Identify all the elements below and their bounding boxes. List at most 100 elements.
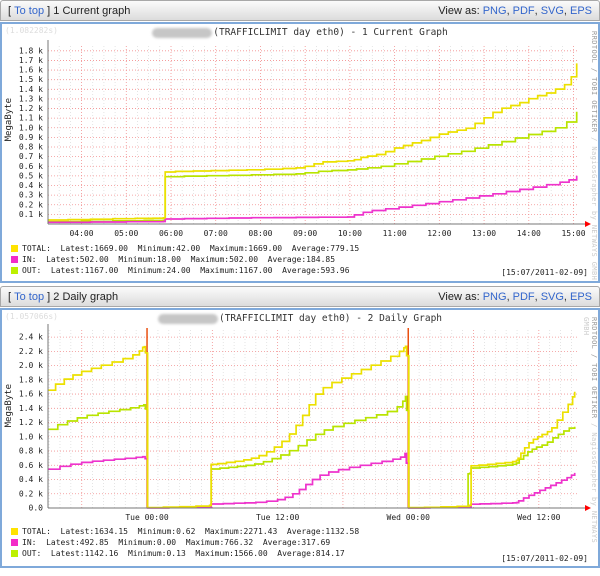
view-as-eps-link[interactable]: EPS	[569, 4, 592, 17]
svg-text:1.7 k: 1.7 k	[19, 56, 43, 65]
watermark: RRDTOOL / TOBI OETIKER / NagiosGrapher b…	[582, 317, 598, 566]
chart-svg: Tue 00:00 Tue 12:00 Wed 00:00 Wed 12:00 0.0 0…	[19, 324, 591, 522]
bracket-open: [	[8, 4, 15, 17]
section-title: 1 Current graph	[53, 4, 131, 17]
separator: ,	[534, 4, 538, 17]
svg-text:1.1 k: 1.1 k	[19, 114, 43, 123]
view-as-label: View as:	[438, 290, 483, 303]
svg-text:06:00: 06:00	[159, 229, 183, 238]
legend-swatch-out	[11, 267, 18, 274]
svg-text:1.4 k: 1.4 k	[19, 404, 43, 413]
view-as-label: View as:	[438, 4, 483, 17]
svg-text:0.0: 0.0	[29, 504, 44, 513]
svg-text:0.8 k: 0.8 k	[19, 143, 43, 152]
svg-text:0.6 k: 0.6 k	[19, 461, 43, 470]
svg-text:0.4 k: 0.4 k	[19, 181, 43, 190]
separator: ,	[506, 290, 510, 303]
section-title: 2 Daily graph	[53, 290, 119, 303]
view-as-png-link[interactable]: PNG	[482, 4, 507, 17]
bracket-close: ]	[44, 290, 54, 303]
svg-text:1.0 k: 1.0 k	[19, 432, 43, 441]
legend-swatch-total	[11, 245, 18, 252]
legend-row: IN: Latest:492.85 Minimum:0.00 Maximum:7…	[11, 537, 589, 548]
svg-text:15:00: 15:00	[561, 229, 585, 238]
view-as-eps-link[interactable]: EPS	[569, 290, 592, 303]
panel-header-right: View as: PNG, PDF, SVG, EPS	[438, 291, 592, 303]
svg-text:10:00: 10:00	[338, 229, 362, 238]
timestamp: [15:07/2011-02-09]	[501, 554, 588, 563]
svg-text:1.2 k: 1.2 k	[19, 418, 43, 427]
svg-text:1.8 k: 1.8 k	[19, 46, 43, 55]
svg-text:0.2 k: 0.2 k	[19, 489, 43, 498]
svg-text:12:00: 12:00	[427, 229, 451, 238]
svg-text:11:00: 11:00	[383, 229, 407, 238]
graph-title: (TRAFFICLIMIT day eth0) - 1 Current Grap…	[2, 27, 598, 38]
svg-text:Tue 12:00: Tue 12:00	[256, 513, 300, 522]
panel-daily-graph: [ To top ] 2 Daily graph View as: PNG, PD…	[0, 286, 600, 568]
svg-text:0.9 k: 0.9 k	[19, 133, 43, 142]
graph-image-daily: (1.057066s) (TRAFFICLIMIT day eth0) - 2 …	[0, 308, 600, 568]
legend-text: OUT: Latest:1167.00 Minimum:24.00 Maximu…	[22, 266, 350, 275]
legend-row: OUT: Latest:1167.00 Minimum:24.00 Maximu…	[11, 265, 589, 276]
to-top-link[interactable]: To top	[14, 290, 45, 303]
redacted-hostname	[152, 27, 213, 38]
svg-text:0.8 k: 0.8 k	[19, 447, 43, 456]
view-as-svg-link[interactable]: SVG	[540, 4, 564, 17]
legend-swatch-total	[11, 528, 18, 535]
svg-text:2.4 k: 2.4 k	[19, 333, 43, 342]
panel-header-left: [ To top ] 1 Current graph	[8, 5, 130, 17]
svg-text:0.1 k: 0.1 k	[19, 210, 43, 219]
timestamp: [15:07/2011-02-09]	[501, 268, 588, 277]
separator: ,	[563, 290, 567, 303]
legend-text: OUT: Latest:1142.16 Minimum:0.13 Maximum…	[22, 549, 345, 558]
svg-text:14:00: 14:00	[517, 229, 541, 238]
panel-header-left: [ To top ] 2 Daily graph	[8, 291, 118, 303]
graph-title: (TRAFFICLIMIT day eth0) - 2 Daily Graph	[2, 313, 598, 324]
svg-text:04:00: 04:00	[69, 229, 93, 238]
legend-swatch-out	[11, 550, 18, 557]
svg-text:1.8 k: 1.8 k	[19, 375, 43, 384]
render-time: (1.057066s)	[5, 312, 58, 321]
view-as-svg-link[interactable]: SVG	[540, 290, 564, 303]
svg-text:2.0 k: 2.0 k	[19, 361, 43, 370]
svg-text:1.5 k: 1.5 k	[19, 75, 43, 84]
svg-text:05:00: 05:00	[114, 229, 138, 238]
svg-text:1.4 k: 1.4 k	[19, 85, 43, 94]
legend-row: IN: Latest:502.00 Minimum:18.00 Maximum:…	[11, 254, 589, 265]
legend-row: OUT: Latest:1142.16 Minimum:0.13 Maximum…	[11, 548, 589, 559]
svg-text:13:00: 13:00	[472, 229, 496, 238]
watermark: RRDTOOL / TOBI OETIKER / NagiosGrapher b…	[590, 31, 598, 280]
legend-row: TOTAL: Latest:1634.15 Minimum:0.62 Maxim…	[11, 526, 589, 537]
panel-header: [ To top ] 1 Current graph View as: PNG,…	[0, 0, 600, 21]
rrdtool-credit: RRDTOOL / TOBI OETIKER	[590, 317, 598, 419]
view-as-pdf-link[interactable]: PDF	[512, 4, 535, 17]
svg-text:Tue 00:00: Tue 00:00	[125, 513, 169, 522]
separator: ,	[534, 290, 538, 303]
svg-text:09:00: 09:00	[293, 229, 317, 238]
svg-text:Wed 12:00: Wed 12:00	[517, 513, 561, 522]
svg-text:0.6 k: 0.6 k	[19, 162, 43, 171]
legend-swatch-in	[11, 256, 18, 263]
svg-text:2.2 k: 2.2 k	[19, 347, 43, 356]
redacted-hostname	[157, 313, 218, 324]
view-as-pdf-link[interactable]: PDF	[512, 290, 535, 303]
svg-text:08:00: 08:00	[248, 229, 272, 238]
separator: ,	[506, 4, 510, 17]
view-as-png-link[interactable]: PNG	[482, 290, 507, 303]
legend-text: IN: Latest:492.85 Minimum:0.00 Maximum:7…	[22, 538, 331, 547]
svg-text:0.7 k: 0.7 k	[19, 152, 43, 161]
nagiosgrapher-credit: / NagiosGrapher by NETWAYS GMBH	[590, 132, 598, 281]
to-top-link[interactable]: To top	[14, 4, 45, 17]
svg-text:Wed 00:00: Wed 00:00	[387, 513, 431, 522]
svg-text:0.3 k: 0.3 k	[19, 191, 43, 200]
legend: TOTAL: Latest:1669.00 Minimum:42.00 Maxi…	[11, 243, 589, 276]
rrdtool-credit: RRDTOOL / TOBI OETIKER	[590, 31, 598, 133]
svg-text:1.2 k: 1.2 k	[19, 104, 43, 113]
svg-text:07:00: 07:00	[204, 229, 228, 238]
svg-text:0.2 k: 0.2 k	[19, 200, 43, 209]
legend-text: TOTAL: Latest:1669.00 Minimum:42.00 Maxi…	[22, 244, 360, 253]
panel-current-graph: [ To top ] 1 Current graph View as: PNG,…	[0, 0, 600, 283]
legend-text: IN: Latest:502.00 Minimum:18.00 Maximum:…	[22, 255, 336, 264]
legend: TOTAL: Latest:1634.15 Minimum:0.62 Maxim…	[11, 526, 589, 559]
